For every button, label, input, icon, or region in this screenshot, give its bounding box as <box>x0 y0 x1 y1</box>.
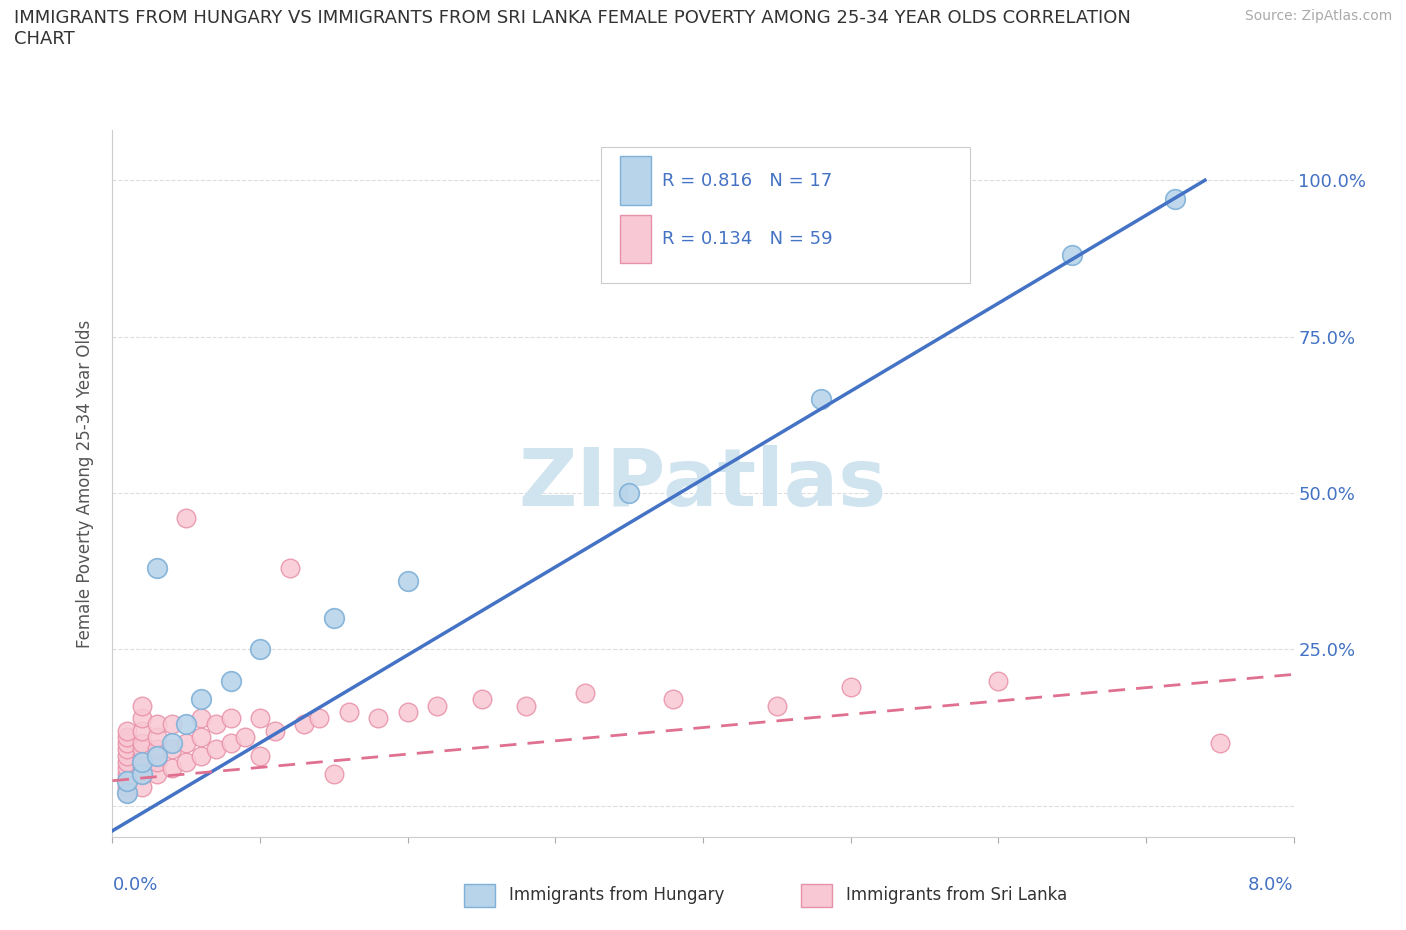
Point <box>574 685 596 700</box>
Point <box>515 698 537 713</box>
Text: R = 0.134   N = 59: R = 0.134 N = 59 <box>662 231 832 248</box>
Point <box>146 561 169 576</box>
Point <box>146 729 169 744</box>
Point <box>117 779 138 794</box>
Point <box>117 724 138 738</box>
Point <box>146 767 169 782</box>
Point <box>619 485 641 500</box>
Point <box>131 698 153 713</box>
Point <box>264 724 287 738</box>
Point <box>308 711 330 725</box>
Point <box>323 767 346 782</box>
Point <box>396 573 419 588</box>
Point <box>174 511 197 525</box>
Point <box>426 698 449 713</box>
Point <box>323 611 346 626</box>
Point <box>131 711 153 725</box>
Text: R = 0.816   N = 17: R = 0.816 N = 17 <box>662 172 832 190</box>
Point <box>117 749 138 764</box>
Point <box>131 724 153 738</box>
Point <box>292 717 315 732</box>
Point <box>131 761 153 776</box>
Point <box>131 779 153 794</box>
Point <box>117 767 138 782</box>
Point <box>396 704 419 719</box>
Point <box>174 736 197 751</box>
Point <box>117 736 138 751</box>
Point <box>160 742 183 757</box>
Point <box>117 773 138 788</box>
Point <box>839 680 862 695</box>
Point <box>190 711 212 725</box>
Point <box>190 692 212 707</box>
Point <box>662 692 685 707</box>
Point <box>131 767 153 782</box>
Point <box>219 736 242 751</box>
Point <box>219 673 242 688</box>
Point <box>987 673 1010 688</box>
Point <box>233 729 256 744</box>
Point <box>190 749 212 764</box>
Point <box>117 761 138 776</box>
Point <box>131 754 153 769</box>
Point <box>1062 248 1084 263</box>
Point <box>160 761 183 776</box>
Text: 0.0%: 0.0% <box>112 876 157 894</box>
Point <box>1208 736 1232 751</box>
Text: Immigrants from Hungary: Immigrants from Hungary <box>509 886 724 904</box>
Point <box>205 717 228 732</box>
Point <box>249 749 271 764</box>
Point <box>219 711 242 725</box>
Point <box>160 717 183 732</box>
Point <box>117 786 138 801</box>
Point <box>190 729 212 744</box>
Point <box>117 729 138 744</box>
Point <box>146 742 169 757</box>
Point <box>471 692 494 707</box>
Point <box>249 711 271 725</box>
Point <box>249 642 271 657</box>
Point <box>765 698 787 713</box>
Point <box>278 561 301 576</box>
Point <box>367 711 389 725</box>
Point <box>337 704 360 719</box>
Point <box>131 754 153 769</box>
Point <box>131 749 153 764</box>
Point <box>117 773 138 788</box>
Point <box>174 717 197 732</box>
Point <box>117 742 138 757</box>
Point <box>117 754 138 769</box>
Text: ZIPatlas: ZIPatlas <box>519 445 887 523</box>
Text: IMMIGRANTS FROM HUNGARY VS IMMIGRANTS FROM SRI LANKA FEMALE POVERTY AMONG 25-34 : IMMIGRANTS FROM HUNGARY VS IMMIGRANTS FR… <box>14 9 1130 48</box>
Point <box>810 392 832 406</box>
Point <box>131 767 153 782</box>
Text: Source: ZipAtlas.com: Source: ZipAtlas.com <box>1244 9 1392 23</box>
Point <box>146 754 169 769</box>
Point <box>131 736 153 751</box>
Point <box>146 749 169 764</box>
Point <box>131 742 153 757</box>
Y-axis label: Female Poverty Among 25-34 Year Olds: Female Poverty Among 25-34 Year Olds <box>76 320 94 647</box>
Point <box>174 754 197 769</box>
Point <box>160 736 183 751</box>
Point <box>117 786 138 801</box>
Point <box>146 717 169 732</box>
Text: Immigrants from Sri Lanka: Immigrants from Sri Lanka <box>846 886 1067 904</box>
Point <box>205 742 228 757</box>
Text: 8.0%: 8.0% <box>1249 876 1294 894</box>
Point <box>1164 192 1187 206</box>
